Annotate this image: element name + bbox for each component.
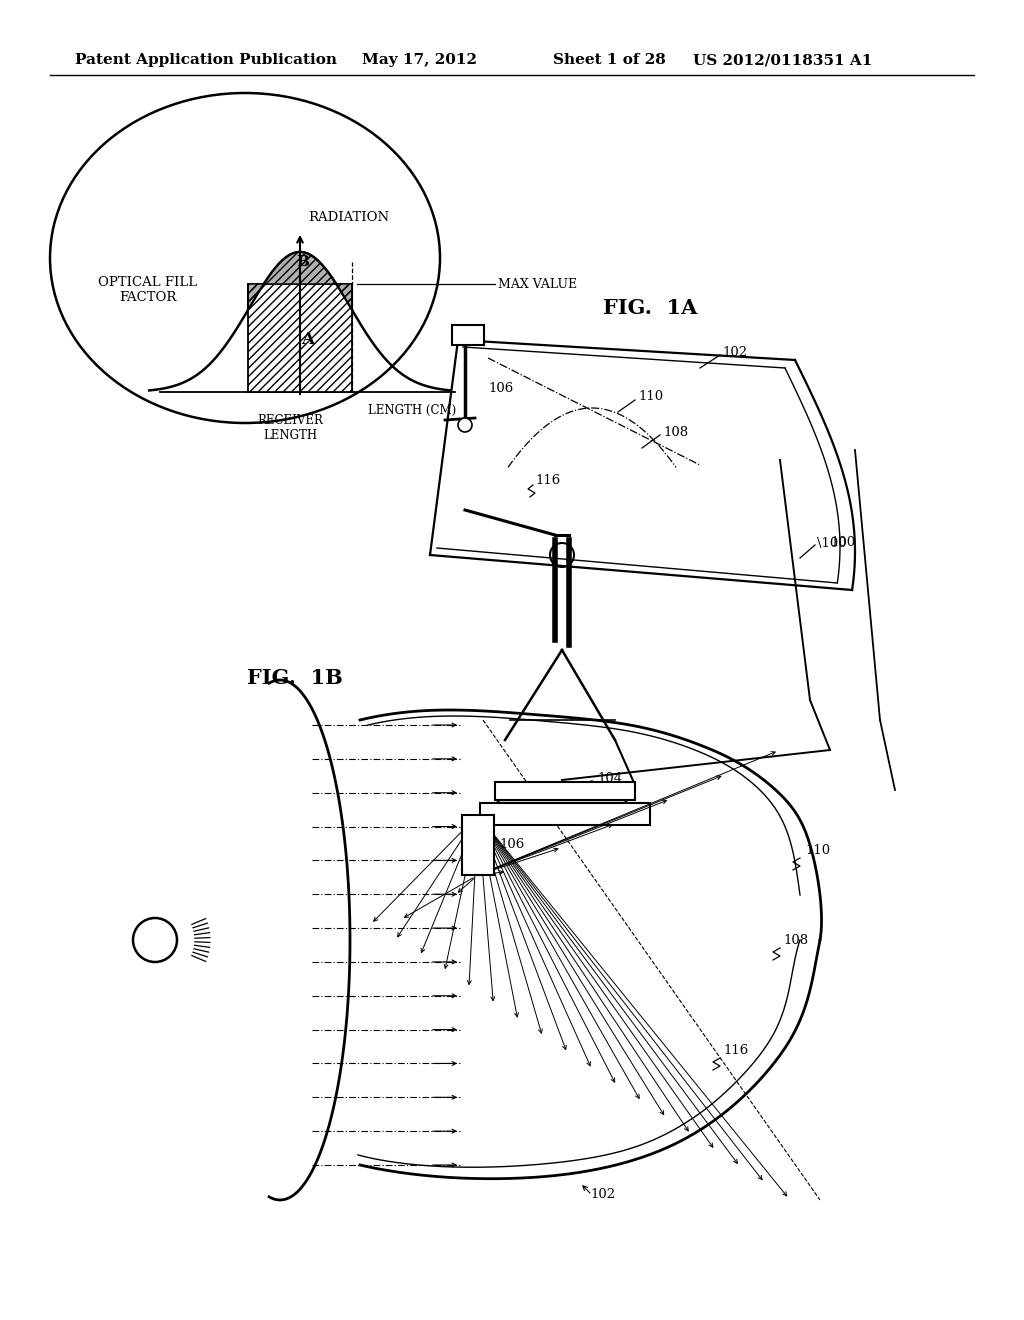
Text: US 2012/0118351 A1: US 2012/0118351 A1 xyxy=(693,53,872,67)
Bar xyxy=(248,284,352,392)
Text: LENGTH (CM): LENGTH (CM) xyxy=(368,404,457,417)
Text: 116: 116 xyxy=(723,1044,749,1056)
Text: FIG.  1B: FIG. 1B xyxy=(247,668,343,688)
Text: B: B xyxy=(297,255,309,269)
Text: A: A xyxy=(301,331,314,348)
Bar xyxy=(480,803,650,825)
Text: MAX VALUE: MAX VALUE xyxy=(498,277,578,290)
Bar xyxy=(462,814,494,875)
Text: 108: 108 xyxy=(783,933,808,946)
Text: 100: 100 xyxy=(830,536,855,549)
Text: 102: 102 xyxy=(722,346,748,359)
Bar xyxy=(248,284,352,392)
Text: RECEIVER
LENGTH: RECEIVER LENGTH xyxy=(257,414,323,442)
Text: Patent Application Publication: Patent Application Publication xyxy=(75,53,337,67)
Text: 108: 108 xyxy=(663,425,688,438)
Text: 116: 116 xyxy=(535,474,560,487)
Circle shape xyxy=(133,917,177,962)
Text: FIG.  1A: FIG. 1A xyxy=(603,298,697,318)
Text: 110: 110 xyxy=(638,391,664,404)
Ellipse shape xyxy=(497,791,627,809)
Bar xyxy=(452,325,484,345)
Text: RADIATION: RADIATION xyxy=(308,211,389,224)
Text: Sheet 1 of 28: Sheet 1 of 28 xyxy=(553,53,666,67)
Polygon shape xyxy=(248,252,352,310)
Text: 106: 106 xyxy=(499,838,524,851)
Text: \100: \100 xyxy=(817,536,847,549)
Circle shape xyxy=(458,418,472,432)
Text: OPTICAL FILL
FACTOR: OPTICAL FILL FACTOR xyxy=(98,276,198,304)
Text: 104: 104 xyxy=(597,771,623,784)
Text: 106: 106 xyxy=(488,381,513,395)
Bar xyxy=(495,781,635,800)
Text: 110: 110 xyxy=(805,843,830,857)
Text: May 17, 2012: May 17, 2012 xyxy=(362,53,477,67)
Text: 102: 102 xyxy=(590,1188,615,1201)
